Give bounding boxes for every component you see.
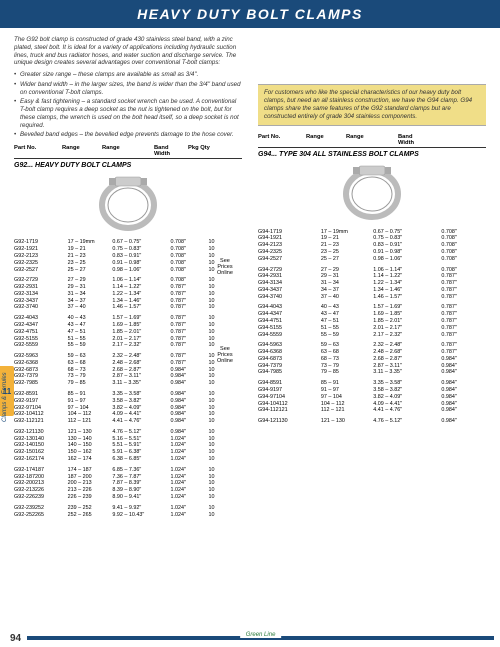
table-row: G92-737973 – 792.87 – 3.11"0.984"10 bbox=[14, 373, 242, 380]
col-band-r: Band Width bbox=[398, 134, 432, 146]
table-row: G92-859185 – 913.35 – 3.58"0.984"10 bbox=[14, 391, 242, 398]
intro-text: The G92 bolt clamp is constructed of gra… bbox=[14, 36, 242, 67]
table-row: G92-636863 – 682.48 – 2.68"0.787"10 bbox=[14, 360, 242, 367]
table-row: G94-121130121 – 1304.76 – 5.12"0.984" bbox=[258, 418, 486, 425]
price-note-1: See Prices Online bbox=[217, 258, 233, 276]
table-row: G94-859185 – 913.35 – 3.58"0.984" bbox=[258, 380, 486, 387]
table-row: G94-9710497 – 1043.82 – 4.09"0.984" bbox=[258, 393, 486, 400]
table-row: G92-374037 – 401.46 – 1.57"0.787"10 bbox=[14, 304, 242, 311]
table-row: G92-150162150 – 1625.91 – 6.38"1.024"10 bbox=[14, 449, 242, 456]
table-row: G92-104112104 – 1124.09 – 4.41"0.984"10 bbox=[14, 411, 242, 418]
table-row: G92-293129 – 311.14 – 1.22"0.787"10 bbox=[14, 284, 242, 291]
table-row: G94-515551 – 552.01 – 2.17"0.787" bbox=[258, 324, 486, 331]
col-partno-r: Part No. bbox=[258, 134, 306, 146]
table-row: G92-213226213 – 2268.39 – 8.90"1.024"10 bbox=[14, 487, 242, 494]
table-row: G92-140150140 – 1505.51 – 5.91"1.024"10 bbox=[14, 442, 242, 449]
footer: 94 Green Line bbox=[0, 629, 500, 647]
table-row: G94-555955 – 592.17 – 2.32"0.787" bbox=[258, 331, 486, 338]
col-range2: Range bbox=[102, 145, 154, 157]
right-column: For customers who like the special chara… bbox=[258, 36, 486, 518]
table-row: G92-272927 – 291.06 – 1.14"0.708"10 bbox=[14, 277, 242, 284]
bullet-item: Greater size range – these clamps are av… bbox=[14, 71, 242, 79]
page-number: 94 bbox=[10, 633, 21, 644]
table-row: G94-374037 – 401.46 – 1.57"0.787" bbox=[258, 293, 486, 300]
col-range1: Range bbox=[62, 145, 102, 157]
left-table-header: Part No. Range Range Band Width Pkg Qty bbox=[14, 145, 242, 159]
table-row: G94-919791 – 973.58 – 3.82"0.984" bbox=[258, 387, 486, 394]
clamp-image-right bbox=[258, 162, 486, 222]
notebox: For customers who like the special chara… bbox=[258, 84, 486, 126]
footer-brand: Green Line bbox=[240, 632, 282, 638]
table-row: G94-404340 – 431.57 – 1.69"0.787" bbox=[258, 304, 486, 311]
left-table: G92-171917 – 19mm0.67 – 0.75"0.708"10G92… bbox=[14, 239, 242, 518]
col-pkg: Pkg Qty bbox=[188, 145, 218, 157]
table-row: G92-404340 – 431.57 – 1.69"0.787"10 bbox=[14, 315, 242, 322]
table-row: G92-112121112 – 1214.41 – 4.76"0.984"10 bbox=[14, 418, 242, 425]
col-partno: Part No. bbox=[14, 145, 62, 157]
table-row: G92-232523 – 250.91 – 0.98"0.708"10 bbox=[14, 259, 242, 266]
table-row: G92-121130121 – 1304.76 – 5.12"0.984"10 bbox=[14, 429, 242, 436]
left-subtitle: G92... HEAVY DUTY BOLT CLAMPS bbox=[14, 162, 242, 169]
table-row: G94-343734 – 371.34 – 1.46"0.787" bbox=[258, 287, 486, 294]
table-row: G92-162174162 – 1746.38 – 6.85"1.024"10 bbox=[14, 456, 242, 463]
right-subtitle: G94... TYPE 304 ALL STAINLESS BOLT CLAMP… bbox=[258, 151, 486, 158]
table-row: G92-596359 – 632.32 – 2.48"0.787"10 bbox=[14, 353, 242, 360]
table-row: G92-171917 – 19mm0.67 – 0.75"0.708"10 bbox=[14, 239, 242, 246]
table-row: G92-212321 – 230.83 – 0.91"0.708"10 bbox=[14, 253, 242, 260]
table-row: G92-9710497 – 1043.82 – 4.09"0.984"10 bbox=[14, 404, 242, 411]
content-area: The G92 bolt clamp is constructed of gra… bbox=[0, 28, 500, 518]
table-row: G94-475147 – 511.85 – 2.01"0.787" bbox=[258, 318, 486, 325]
footer-bar: Green Line bbox=[27, 636, 494, 640]
table-row: G92-555955 – 592.17 – 2.32"0.787"10 bbox=[14, 342, 242, 349]
table-row: G92-252725 – 270.98 – 1.06"0.708"10 bbox=[14, 266, 242, 273]
clamp-image-left bbox=[14, 173, 242, 233]
col-range1-r: Range bbox=[306, 134, 346, 146]
table-row: G94-636863 – 682.48 – 2.68"0.787" bbox=[258, 349, 486, 356]
table-row: G94-192119 – 210.75 – 0.83"0.708" bbox=[258, 235, 486, 242]
table-row: G92-687368 – 732.68 – 2.87"0.984"10 bbox=[14, 366, 242, 373]
bullet-item: Wider band width – in the larger sizes, … bbox=[14, 81, 242, 97]
table-row: G94-272927 – 291.06 – 1.14"0.708" bbox=[258, 266, 486, 273]
table-row: G92-343734 – 371.34 – 1.46"0.787"10 bbox=[14, 297, 242, 304]
right-table-header: Part No. Range Range Band Width bbox=[258, 134, 486, 148]
bullet-item: Bevelled band edges – the bevelled edge … bbox=[14, 131, 242, 139]
table-row: G94-687368 – 732.68 – 2.87"0.984" bbox=[258, 356, 486, 363]
table-row: G94-737973 – 792.87 – 3.11"0.984" bbox=[258, 362, 486, 369]
right-table: G94-171917 – 19mm0.67 – 0.75"0.708"G94-1… bbox=[258, 228, 486, 424]
bullet-item: Easy & fast tightening – a standard sock… bbox=[14, 98, 242, 129]
table-row: G92-130140130 – 1405.16 – 5.51"1.024"10 bbox=[14, 435, 242, 442]
price-note-2: See Prices Online bbox=[217, 346, 233, 364]
table-row: G94-293129 – 311.14 – 1.22"0.787" bbox=[258, 273, 486, 280]
table-row: G92-919791 – 973.58 – 3.82"0.984"10 bbox=[14, 397, 242, 404]
side-label: Clamps & Ferrules bbox=[2, 372, 8, 422]
table-row: G94-434743 – 471.69 – 1.85"0.787" bbox=[258, 311, 486, 318]
table-row: G92-174187174 – 1876.85 – 7.36"1.024"10 bbox=[14, 466, 242, 473]
table-row: G92-313431 – 341.22 – 1.34"0.787"10 bbox=[14, 290, 242, 297]
table-row: G92-252265252 – 2659.92 – 10.43"1.024"10 bbox=[14, 511, 242, 518]
table-row: G94-171917 – 19mm0.67 – 0.75"0.708" bbox=[258, 228, 486, 235]
table-row: G94-104112104 – 1124.09 – 4.41"0.984" bbox=[258, 400, 486, 407]
table-row: G92-200213200 – 2137.87 – 8.39"1.024"10 bbox=[14, 480, 242, 487]
left-column: The G92 bolt clamp is constructed of gra… bbox=[14, 36, 242, 518]
table-row: G94-596359 – 632.32 – 2.48"0.787" bbox=[258, 342, 486, 349]
table-row: G92-475147 – 511.85 – 2.01"0.787"10 bbox=[14, 328, 242, 335]
table-row: G92-187200187 – 2007.36 – 7.87"1.024"10 bbox=[14, 473, 242, 480]
table-row: G94-798579 – 853.11 – 3.35"0.984" bbox=[258, 369, 486, 376]
table-row: G92-239252239 – 2529.41 – 9.92"1.024"10 bbox=[14, 504, 242, 511]
table-row: G92-515551 – 552.01 – 2.17"0.787"10 bbox=[14, 335, 242, 342]
col-range2-r: Range bbox=[346, 134, 398, 146]
table-row: G92-434743 – 471.69 – 1.85"0.787"10 bbox=[14, 322, 242, 329]
page-header: HEAVY DUTY BOLT CLAMPS bbox=[0, 0, 500, 28]
table-row: G94-313431 – 341.22 – 1.34"0.787" bbox=[258, 280, 486, 287]
table-row: G94-212321 – 230.83 – 0.91"0.708" bbox=[258, 242, 486, 249]
table-row: G92-798579 – 853.11 – 3.35"0.984"10 bbox=[14, 380, 242, 387]
table-row: G92-226239226 – 2398.90 – 9.41"1.024"10 bbox=[14, 494, 242, 501]
bullet-list: Greater size range – these clamps are av… bbox=[14, 71, 242, 139]
col-band: Band Width bbox=[154, 145, 188, 157]
table-row: G94-112121112 – 1214.41 – 4.76"0.984" bbox=[258, 407, 486, 414]
table-row: G94-232523 – 250.91 – 0.98"0.708" bbox=[258, 249, 486, 256]
table-row: G92-192119 – 210.75 – 0.83"0.708"10 bbox=[14, 246, 242, 253]
table-row: G94-252725 – 270.98 – 1.06"0.708" bbox=[258, 255, 486, 262]
